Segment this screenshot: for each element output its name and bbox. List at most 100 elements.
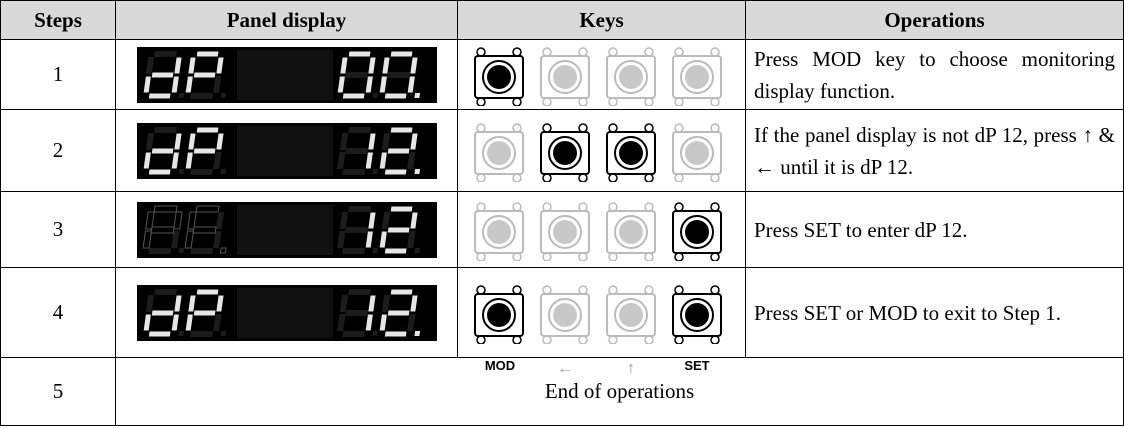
segment (344, 147, 368, 154)
segment (383, 247, 408, 254)
digit (378, 50, 420, 99)
key-label: SET (684, 358, 710, 373)
segment (142, 75, 152, 93)
panel-display (136, 284, 437, 341)
segment (192, 226, 217, 233)
segment (389, 126, 414, 133)
table-row: 4 Press SET or MOD to exit to Step 1. (0, 267, 1124, 358)
dot (413, 168, 420, 174)
segment (364, 75, 374, 93)
segment (212, 75, 221, 93)
key-pin (475, 46, 486, 57)
header-cell: Operations (745, 0, 1124, 40)
segment (214, 56, 225, 74)
header-cell: Panel display (115, 0, 458, 40)
key-pin (541, 46, 552, 57)
operation-cell: If the panel display is not dP 12, press… (745, 109, 1124, 192)
key-pin (541, 96, 552, 106)
segment (189, 330, 213, 337)
digit (378, 288, 420, 337)
panel-display (136, 46, 437, 103)
segment (150, 226, 175, 233)
digit (142, 50, 184, 99)
segment (386, 226, 411, 233)
key (671, 201, 722, 261)
table-row: 3 Press SET to enter dP 12. (0, 191, 1124, 268)
segment (186, 294, 197, 312)
key-pin (673, 46, 684, 57)
key-pin (709, 201, 720, 212)
segment (144, 211, 155, 229)
segment (153, 288, 177, 295)
key-button (618, 140, 643, 165)
segment (192, 147, 217, 154)
segment (344, 226, 368, 233)
segment (366, 56, 377, 74)
segment (214, 132, 225, 150)
segment (366, 132, 377, 150)
header-row: Steps Panel display Keys Operations (0, 0, 1124, 40)
dot (371, 330, 378, 336)
dot (177, 168, 184, 174)
digit (184, 50, 226, 99)
key-pin (511, 46, 522, 57)
header-cell: Steps (0, 0, 116, 40)
segment (336, 75, 346, 93)
segment (389, 50, 414, 57)
segment (147, 330, 172, 337)
key (539, 122, 590, 182)
dot (371, 247, 378, 253)
segment (378, 313, 388, 331)
key (671, 46, 722, 106)
segment (189, 168, 213, 175)
table-body: 1 Press MOD key to choose monitoring disp… (0, 39, 1124, 426)
key (671, 122, 722, 182)
key (473, 201, 524, 261)
key-pin (673, 251, 684, 261)
key-pin (511, 334, 522, 344)
dot (219, 330, 226, 336)
digit (378, 126, 420, 175)
segment (406, 230, 415, 248)
panel-cell (115, 267, 458, 358)
dot (413, 247, 420, 253)
display-gap (236, 287, 333, 338)
segment (195, 50, 220, 57)
dot (177, 330, 184, 336)
segment (406, 313, 415, 331)
segment (153, 126, 177, 133)
keys (473, 122, 722, 182)
key-pin (511, 251, 522, 261)
key-pin (607, 122, 618, 133)
key-button (552, 219, 577, 244)
segment (389, 205, 414, 212)
key-pin (673, 334, 684, 344)
segment (170, 230, 179, 248)
segment (406, 75, 416, 93)
dot (219, 247, 227, 253)
table-row: 1 Press MOD key to choose monitoring disp… (0, 39, 1124, 110)
dot (219, 168, 226, 174)
panel-cell (115, 109, 458, 192)
key-pin (709, 251, 720, 261)
key-pin (577, 334, 588, 344)
segment (189, 247, 213, 254)
segment (383, 330, 408, 337)
segment (341, 330, 365, 337)
step-cell: 5 (0, 357, 116, 426)
segment (145, 56, 154, 74)
table-row: 5 End of operations (0, 357, 1124, 426)
segment (170, 75, 180, 93)
segment (142, 313, 152, 331)
segment (408, 56, 419, 74)
key (539, 46, 590, 106)
segment (339, 294, 348, 312)
key (539, 201, 590, 261)
key-pin (607, 96, 618, 106)
key-button (618, 302, 643, 327)
segment (383, 168, 408, 175)
segment (341, 92, 366, 99)
segment (347, 126, 371, 133)
end-cell: End of operations (115, 357, 1124, 426)
